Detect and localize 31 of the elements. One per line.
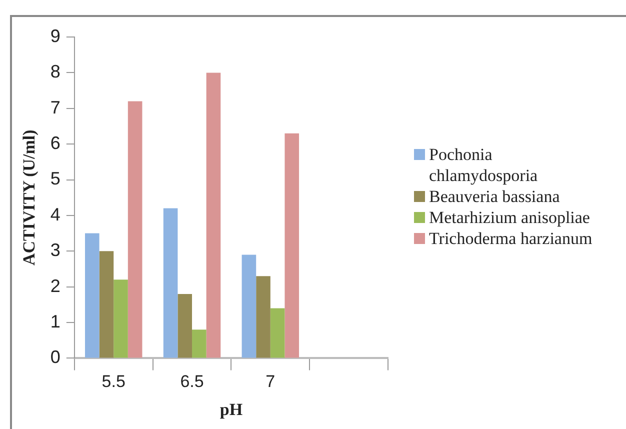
bar — [192, 330, 206, 358]
legend-label: Metarhizium anisopliae — [429, 207, 591, 228]
bar — [270, 308, 285, 358]
legend-label: Beauveria bassiana — [429, 186, 561, 207]
y-tick-label: 7 — [50, 97, 60, 118]
legend-label: Pochonia chlamydosporia — [429, 144, 539, 186]
bar — [163, 208, 178, 358]
y-tick-label: 9 — [50, 26, 60, 46]
legend-label: Trichoderma harzianum — [429, 228, 594, 249]
y-tick-label: 6 — [50, 133, 60, 154]
y-tick-label: 2 — [50, 276, 60, 296]
y-tick-label: 8 — [50, 62, 60, 82]
x-tick-label: 6.5 — [180, 372, 204, 392]
y-axis-title: ACTIVITY (U/ml) — [20, 130, 39, 266]
y-tick-label: 0 — [50, 347, 60, 368]
bar — [84, 233, 100, 358]
y-tick-label: 4 — [50, 204, 60, 224]
x-tick-label: 5.5 — [102, 372, 126, 392]
bar — [178, 294, 192, 358]
bar — [99, 251, 114, 358]
y-tick-label: 1 — [50, 311, 60, 332]
x-tick-label: 7 — [266, 372, 276, 392]
bar — [206, 72, 221, 358]
bar — [284, 133, 300, 358]
y-tick-label: 5 — [50, 168, 60, 189]
bar — [128, 101, 142, 358]
x-axis-title: pH — [220, 400, 243, 420]
y-tick-label: 3 — [50, 240, 60, 260]
bar — [114, 280, 128, 358]
bar — [256, 276, 270, 358]
bar — [242, 254, 256, 358]
